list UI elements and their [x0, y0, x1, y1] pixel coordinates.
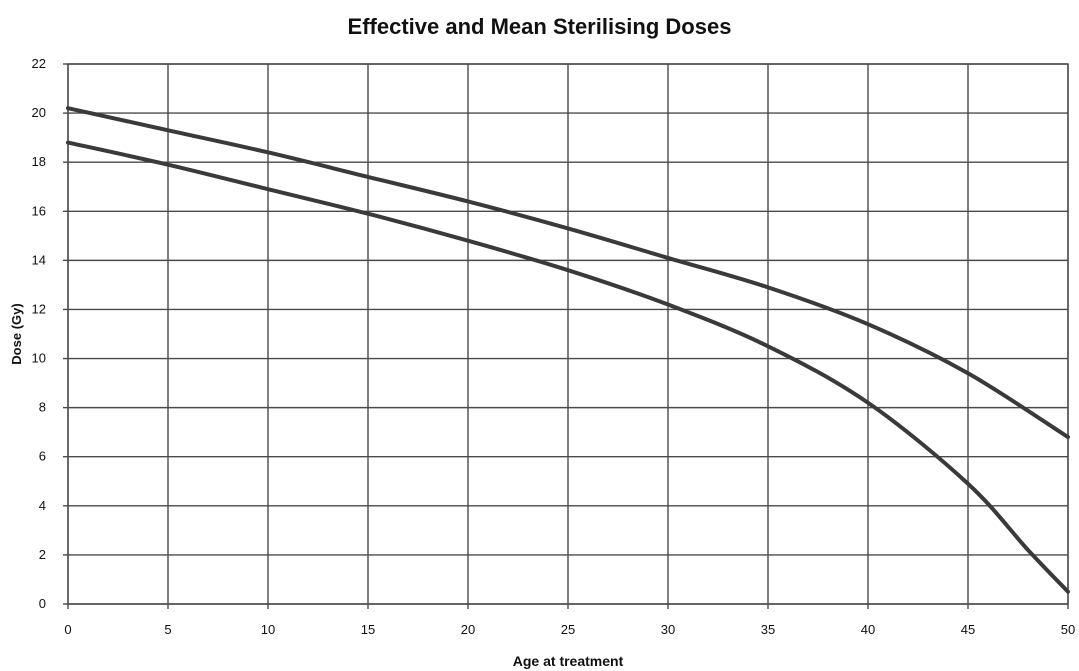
y-tick-label: 6	[39, 449, 46, 464]
chart-title: Effective and Mean Sterilising Doses	[347, 14, 732, 39]
x-tick-label: 25	[561, 622, 575, 637]
x-tick-label: 40	[861, 622, 875, 637]
x-tick-label: 30	[661, 622, 675, 637]
x-tick-label: 15	[361, 622, 375, 637]
y-tick-label: 20	[32, 105, 46, 120]
x-axis-label: Age at treatment	[513, 653, 624, 669]
x-tick-label: 50	[1061, 622, 1075, 637]
x-tick-label: 35	[761, 622, 775, 637]
y-tick-label: 2	[39, 547, 46, 562]
x-tick-label: 5	[164, 622, 171, 637]
y-tick-label: 10	[32, 351, 46, 366]
series-line-2	[66, 140, 1070, 594]
y-tick-label: 0	[39, 596, 46, 611]
y-tick-label: 14	[32, 252, 46, 267]
x-tick-label: 10	[261, 622, 275, 637]
y-tick-label: 18	[32, 154, 46, 169]
x-tick-label: 0	[64, 622, 71, 637]
y-tick-label: 12	[32, 301, 46, 316]
x-tick-label: 20	[461, 622, 475, 637]
y-axis-label: Dose (Gy)	[9, 303, 24, 364]
series-line-1	[66, 106, 1070, 440]
y-tick-label: 4	[39, 498, 46, 513]
y-tick-label: 16	[32, 203, 46, 218]
y-tick-label: 22	[32, 56, 46, 71]
y-tick-label: 8	[39, 400, 46, 415]
x-tick-label: 45	[961, 622, 975, 637]
